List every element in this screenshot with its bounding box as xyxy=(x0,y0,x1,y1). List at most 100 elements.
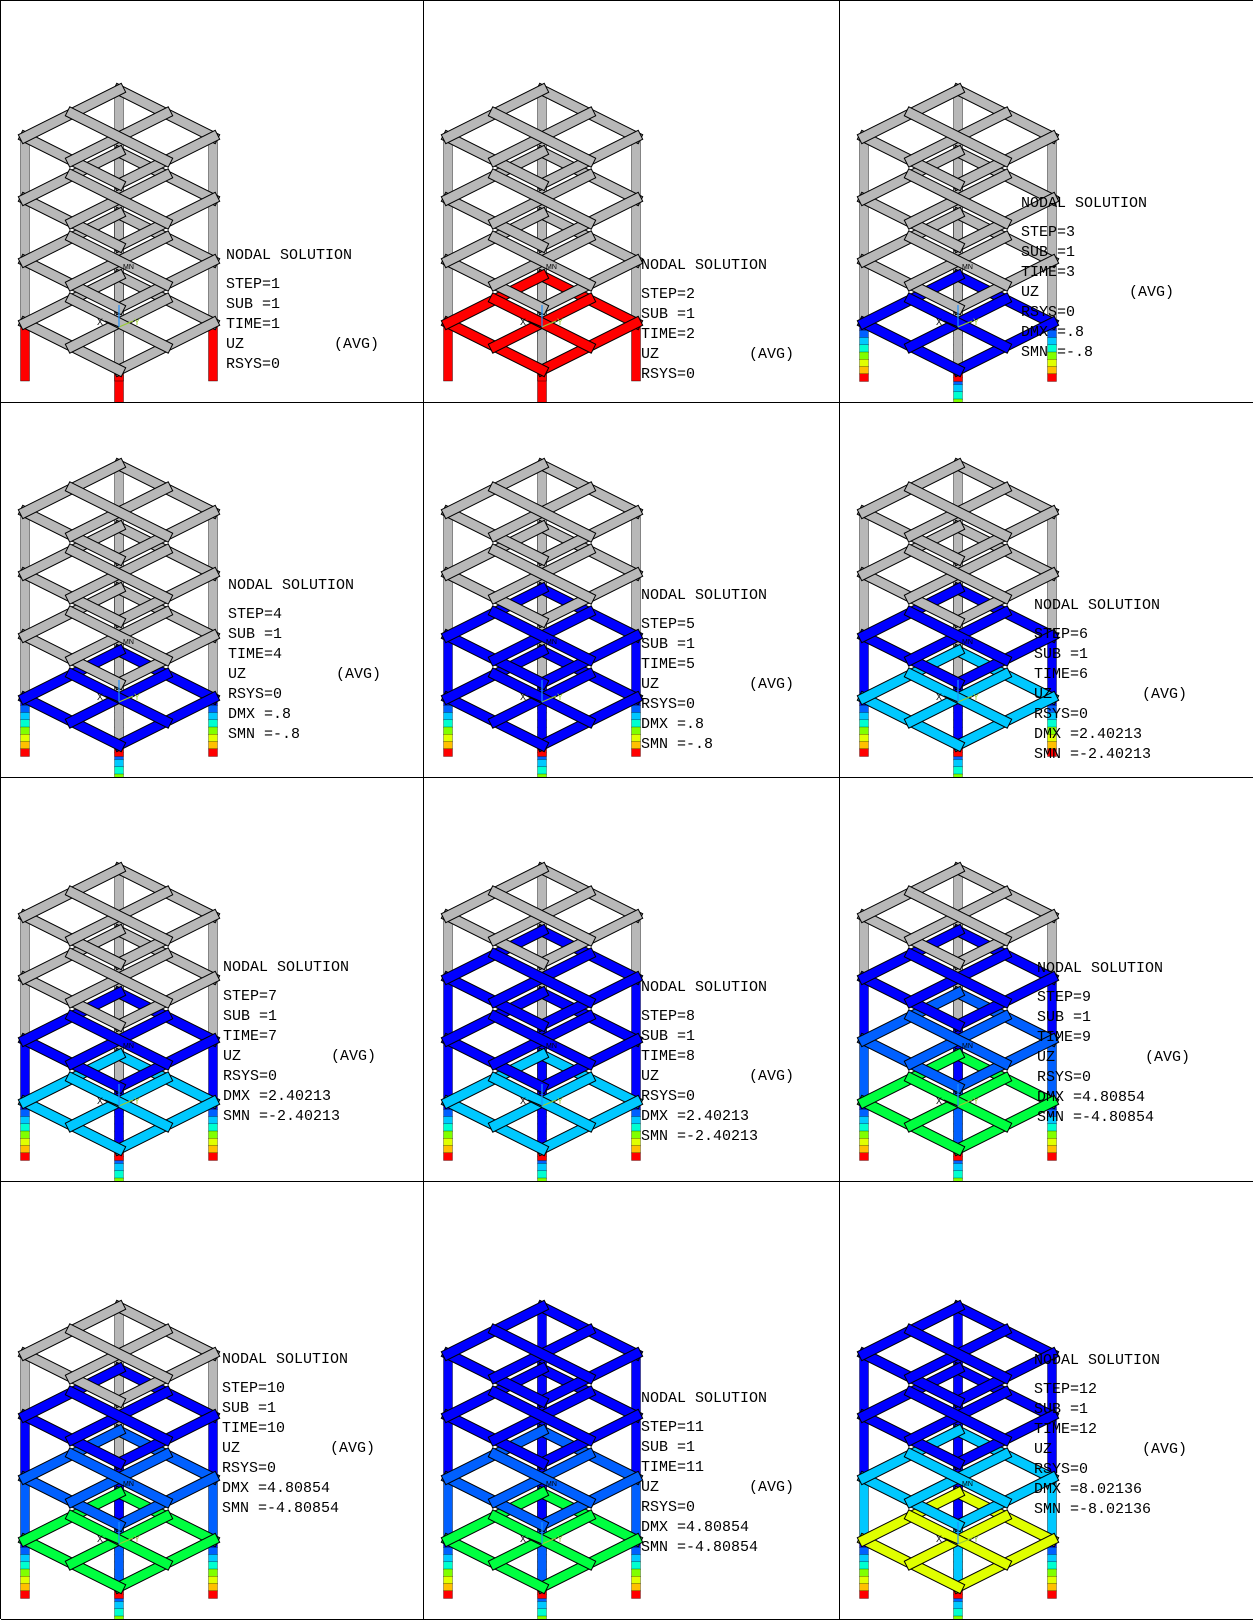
beam-element xyxy=(65,107,173,167)
avg-label: (AVG) xyxy=(1145,1049,1191,1066)
beam-element xyxy=(904,482,1012,542)
triad-y-label: Y xyxy=(134,317,140,327)
leg-element xyxy=(443,1583,453,1592)
leg-element xyxy=(208,1583,218,1592)
avg-label: (AVG) xyxy=(749,1068,795,1085)
leg-element xyxy=(631,1576,641,1585)
leg-element xyxy=(208,1547,218,1556)
leg-element xyxy=(631,705,641,714)
result-panel: X Y MN NODAL SOLUTION STEP=6 SUB =1 TIME=6 UZ (A… xyxy=(840,403,1253,778)
beam-element xyxy=(65,948,173,1008)
column-element xyxy=(443,1039,453,1103)
triad-x-label: X xyxy=(520,692,526,702)
triad-y-axis xyxy=(118,320,134,328)
beam-element xyxy=(65,1324,173,1384)
leg-element xyxy=(631,1554,641,1563)
leg-element xyxy=(208,1123,218,1132)
uz-label: UZ (AVG) xyxy=(641,676,795,693)
leg-element xyxy=(859,359,869,368)
leg-element xyxy=(1047,1145,1057,1154)
leg-element xyxy=(859,1561,869,1570)
rsys-value: RSYS=0 xyxy=(1034,1461,1089,1478)
leg-element xyxy=(631,322,641,382)
triad-x-axis xyxy=(104,320,120,328)
beam-element xyxy=(904,1324,1012,1384)
time-value: TIME=4 xyxy=(228,646,283,663)
frame-structure: X Y MN xyxy=(440,457,644,777)
leg-element xyxy=(443,1116,453,1125)
mn-node-label: MN xyxy=(123,1481,134,1488)
uz-label: UZ (AVG) xyxy=(1021,284,1175,301)
leg-element xyxy=(859,741,869,750)
leg-element xyxy=(20,705,30,714)
beam-element xyxy=(904,606,1012,666)
leg-element xyxy=(953,384,963,393)
column-element xyxy=(443,1477,453,1541)
leg-element xyxy=(859,1590,869,1599)
solution-title: NODAL SOLUTION xyxy=(228,577,355,594)
leg-element xyxy=(631,1152,641,1161)
leg-element xyxy=(859,330,869,339)
column-element xyxy=(631,1353,641,1417)
frame-structure: X Y MN xyxy=(17,457,221,777)
leg-element xyxy=(953,773,963,777)
leg-element xyxy=(953,759,963,768)
column-element xyxy=(1047,511,1057,575)
beam-element xyxy=(488,482,596,542)
time-value: TIME=12 xyxy=(1034,1421,1098,1438)
column-element xyxy=(20,573,30,637)
leg-element xyxy=(208,734,218,743)
solution-title: NODAL SOLUTION xyxy=(222,1351,349,1368)
leg-element xyxy=(859,726,869,735)
leg-element xyxy=(859,1152,869,1161)
leg-element xyxy=(443,741,453,750)
leg-element xyxy=(443,1547,453,1556)
leg-element xyxy=(114,759,124,768)
avg-label: (AVG) xyxy=(336,666,382,683)
beam-element xyxy=(904,107,1012,167)
leg-element xyxy=(859,1138,869,1147)
column-element xyxy=(859,1477,869,1541)
column-element xyxy=(20,260,30,324)
leg-element xyxy=(20,1116,30,1125)
triad-y-label: Y xyxy=(134,692,140,702)
result-panel: X Y MN NODAL SOLUTION STEP=11 SUB =1 TIME=11 UZ… xyxy=(424,1182,840,1620)
solution-info: NODAL SOLUTION STEP=8 SUB =1 TIME=8 UZ (AVG) R… xyxy=(641,978,794,1147)
leg-element xyxy=(20,712,30,721)
rsys-value: RSYS=0 xyxy=(226,356,281,373)
solution-info: NODAL SOLUTION STEP=12 SUB =1 TIME=12 UZ (AVG… xyxy=(1034,1351,1187,1520)
column-element xyxy=(208,198,218,262)
step-value: STEP=12 xyxy=(1034,1381,1098,1398)
column-element xyxy=(631,635,641,699)
leg-element xyxy=(1047,1568,1057,1577)
sub-value: SUB =1 xyxy=(641,636,696,653)
leg-element xyxy=(631,1109,641,1118)
mn-node-label: MN xyxy=(962,1043,973,1050)
triad-y-axis xyxy=(957,1099,973,1107)
leg-element xyxy=(20,741,30,750)
column-element xyxy=(1047,136,1057,200)
step-value: STEP=9 xyxy=(1037,989,1092,1006)
column-element xyxy=(859,136,869,200)
leg-element xyxy=(631,1561,641,1570)
beam-element xyxy=(488,107,596,167)
column-element xyxy=(859,573,869,637)
result-panel: X Y MN NODAL SOLUTION STEP=7 SUB =1 TIME=7 UZ (A… xyxy=(1,778,424,1182)
leg-element xyxy=(631,1138,641,1147)
step-value: STEP=10 xyxy=(222,1380,286,1397)
rsys-value: RSYS=0 xyxy=(1034,706,1089,723)
column-element xyxy=(443,198,453,262)
leg-element xyxy=(208,1116,218,1125)
column-element xyxy=(208,1477,218,1541)
smn-value: SMN =-.8 xyxy=(641,736,714,753)
beam-element xyxy=(488,606,596,666)
solution-title: NODAL SOLUTION xyxy=(223,959,350,976)
avg-label: (AVG) xyxy=(749,1479,795,1496)
triad-y-axis xyxy=(541,695,557,703)
leg-element xyxy=(20,1568,30,1577)
leg-element xyxy=(443,1145,453,1154)
leg-element xyxy=(1047,373,1057,382)
leg-element xyxy=(114,1615,124,1619)
frame-structure: X Y MN xyxy=(17,82,221,402)
